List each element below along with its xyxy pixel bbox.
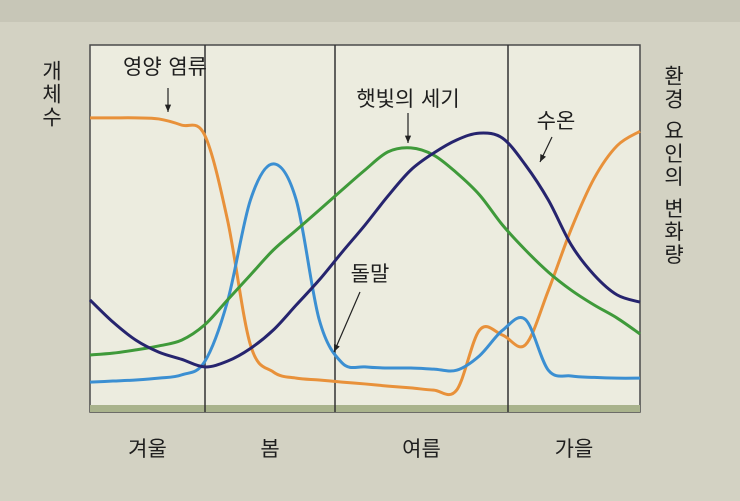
- annotation-arrow: [333, 291, 361, 353]
- y2-axis-label: 환경 요인의 변화량: [661, 65, 685, 266]
- season-label: 봄: [260, 437, 279, 461]
- annotation-arrowhead: [334, 344, 340, 352]
- series-label: 돌말: [351, 262, 390, 286]
- series-line: [88, 131, 641, 369]
- annotation-arrowhead: [164, 104, 172, 112]
- plot-floor: [90, 405, 640, 412]
- series-line: [89, 162, 641, 384]
- series-label: 햇빛의 세기: [356, 87, 459, 111]
- annotation-arrowhead: [404, 135, 412, 143]
- annotation-arrowhead: [540, 154, 546, 162]
- series-line: [90, 116, 641, 397]
- season-label: 가을: [555, 437, 594, 461]
- y-axis-label: 개체수: [39, 60, 63, 129]
- series-label: 영양 염류: [123, 55, 207, 79]
- plot-area: [89, 44, 641, 413]
- series-label: 수온: [537, 109, 576, 133]
- series-line: [89, 146, 641, 357]
- season-label: 겨울: [128, 437, 167, 461]
- season-label: 여름: [402, 437, 441, 461]
